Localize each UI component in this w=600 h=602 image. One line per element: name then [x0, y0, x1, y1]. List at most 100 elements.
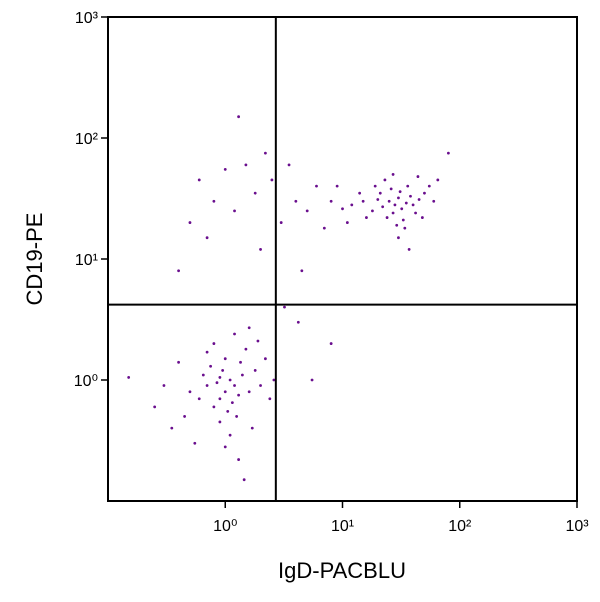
- x-axis-label: IgD-PACBLU: [278, 558, 406, 583]
- event-dot: [223, 445, 227, 449]
- event-dot: [228, 378, 232, 382]
- event-dot: [376, 198, 380, 201]
- event-dot: [268, 397, 272, 401]
- event-dot: [397, 196, 400, 200]
- event-dot: [329, 342, 333, 345]
- event-dot: [242, 478, 246, 482]
- event-dot: [218, 420, 222, 424]
- event-dot: [411, 203, 415, 207]
- event-dot: [322, 226, 326, 230]
- event-dot: [335, 184, 339, 188]
- event-dot: [315, 184, 318, 188]
- event-dot: [423, 191, 426, 195]
- x-tick-label: 10⁰: [213, 518, 237, 535]
- event-dot: [226, 410, 230, 413]
- y-axis-label: CD19-PE: [22, 213, 47, 306]
- event-dot: [371, 209, 374, 213]
- event-dot: [361, 199, 365, 203]
- event-dot: [310, 378, 314, 382]
- event-dot: [215, 381, 219, 385]
- event-dot: [259, 384, 262, 387]
- event-dot: [403, 226, 407, 230]
- event-dot: [127, 376, 131, 379]
- event-dot: [393, 203, 397, 207]
- event-dot: [230, 401, 234, 405]
- event-dot: [404, 201, 408, 205]
- event-dot: [300, 269, 304, 273]
- event-dot: [253, 369, 257, 372]
- event-dot: [253, 191, 257, 195]
- event-dot: [228, 433, 232, 437]
- event-dot: [235, 415, 239, 418]
- x-tick-label: 10³: [565, 518, 589, 535]
- event-dot: [197, 178, 201, 182]
- event-dot: [177, 269, 180, 273]
- event-dot: [218, 376, 222, 379]
- event-dot: [233, 384, 236, 387]
- event-dot: [391, 211, 395, 215]
- event-dot: [247, 326, 251, 330]
- event-dot: [287, 163, 291, 167]
- event-dot: [341, 207, 344, 211]
- event-dot: [391, 173, 395, 176]
- event-dot: [205, 384, 209, 387]
- event-dot: [373, 184, 377, 188]
- event-dot: [205, 236, 209, 240]
- event-dot: [283, 305, 286, 309]
- event-dot: [209, 364, 213, 368]
- event-dot: [183, 415, 186, 418]
- event-dot: [395, 223, 399, 227]
- event-dot: [263, 151, 267, 155]
- event-dot: [223, 357, 227, 361]
- y-tick-label: 10¹: [75, 252, 98, 269]
- event-dot: [237, 393, 241, 397]
- event-dot: [263, 357, 267, 361]
- event-dot: [389, 187, 393, 191]
- event-dot: [329, 199, 333, 203]
- event-dot: [416, 175, 420, 178]
- event-dot: [365, 216, 368, 219]
- event-dot: [446, 151, 450, 155]
- event-dot: [401, 218, 405, 222]
- event-dot: [400, 207, 404, 211]
- event-dot: [358, 191, 362, 195]
- event-dot: [270, 178, 274, 182]
- event-dot: [233, 209, 236, 213]
- event-dot: [387, 199, 391, 203]
- event-dot: [237, 458, 241, 461]
- event-dot: [407, 248, 411, 251]
- event-dot: [294, 199, 298, 203]
- event-dot: [406, 184, 410, 188]
- event-dot: [212, 342, 216, 345]
- event-dot: [381, 205, 385, 209]
- y-tick-label: 10²: [75, 131, 99, 148]
- event-dot: [305, 209, 309, 213]
- y-tick-label: 10⁰: [74, 373, 98, 390]
- y-tick-label: 10³: [75, 10, 99, 27]
- event-dot: [223, 168, 227, 171]
- event-dot: [409, 194, 412, 198]
- event-dot: [212, 199, 216, 203]
- event-dot: [197, 397, 201, 401]
- event-dot: [244, 163, 248, 167]
- event-dot: [420, 216, 424, 219]
- event-dot: [250, 426, 254, 430]
- plot-frame: [107, 16, 578, 502]
- event-dot: [436, 178, 440, 182]
- event-dot: [296, 320, 300, 324]
- event-dot: [345, 221, 349, 224]
- event-dot: [221, 369, 225, 372]
- event-dot: [385, 216, 389, 219]
- event-dot: [247, 390, 251, 394]
- event-dot: [383, 178, 387, 182]
- event-dot: [212, 405, 216, 409]
- event-dot: [272, 378, 276, 382]
- event-dot: [223, 390, 227, 394]
- event-dot: [378, 191, 382, 195]
- event-dot: [256, 339, 260, 343]
- event-dot: [239, 360, 242, 364]
- x-tick-label: 10¹: [331, 518, 354, 535]
- event-dot: [417, 198, 421, 201]
